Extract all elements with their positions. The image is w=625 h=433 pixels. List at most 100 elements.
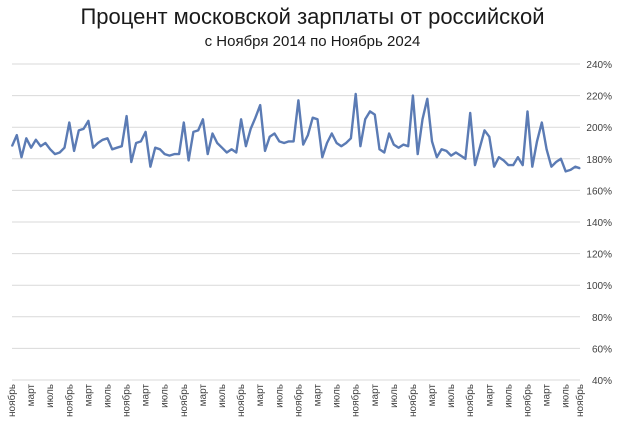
data-point: [135, 142, 137, 144]
data-point: [536, 140, 538, 142]
data-point: [11, 145, 13, 147]
data-point: [421, 118, 424, 120]
data-point: [483, 129, 486, 131]
data-point: [130, 161, 132, 163]
data-point: [83, 128, 85, 130]
data-point: [264, 150, 266, 152]
data-point: [192, 131, 194, 133]
series-line: [10, 92, 581, 173]
data-point: [455, 151, 457, 154]
x-tick-label: июль: [217, 384, 228, 408]
data-point: [173, 153, 175, 155]
x-tick-label: март: [26, 384, 37, 407]
data-point: [526, 110, 529, 112]
data-point: [364, 118, 366, 120]
data-point: [63, 147, 66, 149]
x-tick-label: июль: [389, 384, 400, 408]
data-point: [145, 131, 147, 133]
data-point: [121, 145, 123, 147]
x-tick-label: март: [312, 384, 323, 407]
data-point: [240, 118, 242, 120]
chart-subtitle: с Ноября 2014 по Ноябрь 2024: [204, 33, 421, 50]
data-point: [450, 155, 452, 157]
data-point: [302, 144, 304, 146]
x-tick-label: март: [255, 384, 266, 407]
data-point: [555, 161, 557, 163]
data-point: [541, 121, 543, 124]
y-tick-label: 100%: [586, 281, 612, 292]
data-point: [374, 114, 376, 116]
data-point: [207, 153, 209, 155]
gridlines: [12, 63, 580, 381]
data-point: [488, 136, 490, 138]
data-point: [412, 95, 414, 97]
x-tick-label: март: [370, 384, 381, 407]
data-point: [512, 164, 514, 166]
data-point: [211, 132, 214, 135]
data-point: [245, 145, 247, 147]
data-point: [102, 139, 104, 141]
x-tick-label: ноябрь: [121, 384, 133, 417]
x-tick-label: июль: [45, 384, 56, 408]
data-point: [78, 129, 80, 131]
x-tick-label: июль: [561, 384, 572, 408]
data-point: [355, 93, 357, 95]
data-point: [336, 142, 338, 144]
data-point: [398, 147, 400, 149]
data-point: [154, 147, 156, 149]
data-point: [321, 156, 323, 158]
data-point: [25, 137, 27, 139]
data-point: [92, 147, 94, 149]
data-point: [269, 136, 271, 138]
data-point: [445, 150, 447, 152]
data-point: [140, 140, 142, 142]
data-point: [441, 148, 443, 150]
x-axis-ticks: ноябрь март июль ноябрь март июль ноябрь март ию…: [6, 384, 586, 417]
x-tick-label: ноябрь: [574, 384, 586, 417]
data-point: [464, 158, 466, 160]
data-point: [178, 153, 180, 155]
data-point: [312, 117, 314, 119]
y-axis-ticks: 40% 60% 80% 100% 120% 140% 160% 180% 200% 220% 240…: [586, 60, 612, 387]
x-tick-label: ноябрь: [178, 384, 190, 417]
data-point: [531, 166, 533, 168]
data-point: [579, 167, 581, 169]
data-point: [326, 142, 328, 144]
data-point: [216, 142, 218, 144]
data-point: [522, 164, 524, 166]
data-point: [493, 166, 495, 168]
y-tick-label: 180%: [586, 155, 612, 166]
data-point: [474, 164, 476, 166]
data-point: [164, 153, 166, 155]
data-point: [183, 121, 185, 124]
data-point: [54, 153, 56, 155]
data-point: [49, 148, 51, 150]
data-point: [331, 132, 333, 135]
x-tick-label: июль: [160, 384, 171, 408]
data-point: [426, 98, 428, 100]
data-point: [202, 118, 204, 120]
x-tick-label: ноябрь: [63, 384, 75, 417]
data-point: [307, 134, 309, 136]
y-tick-label: 240%: [586, 60, 612, 71]
y-tick-label: 80%: [592, 313, 612, 324]
data-point: [188, 159, 190, 161]
data-point: [293, 140, 295, 142]
data-point: [436, 156, 438, 158]
y-tick-label: 120%: [586, 250, 612, 261]
data-point: [16, 134, 18, 136]
data-point: [59, 151, 61, 154]
data-point: [507, 164, 509, 166]
data-point: [254, 117, 256, 119]
x-tick-label: ноябрь: [464, 384, 476, 417]
data-point: [417, 153, 419, 155]
x-tick-label: март: [83, 384, 94, 407]
x-tick-label: июль: [274, 384, 285, 408]
data-point: [560, 158, 562, 160]
data-point: [383, 151, 385, 154]
data-point: [402, 144, 404, 146]
data-point: [431, 140, 433, 142]
y-tick-label: 40%: [592, 376, 612, 387]
data-point: [297, 99, 299, 101]
